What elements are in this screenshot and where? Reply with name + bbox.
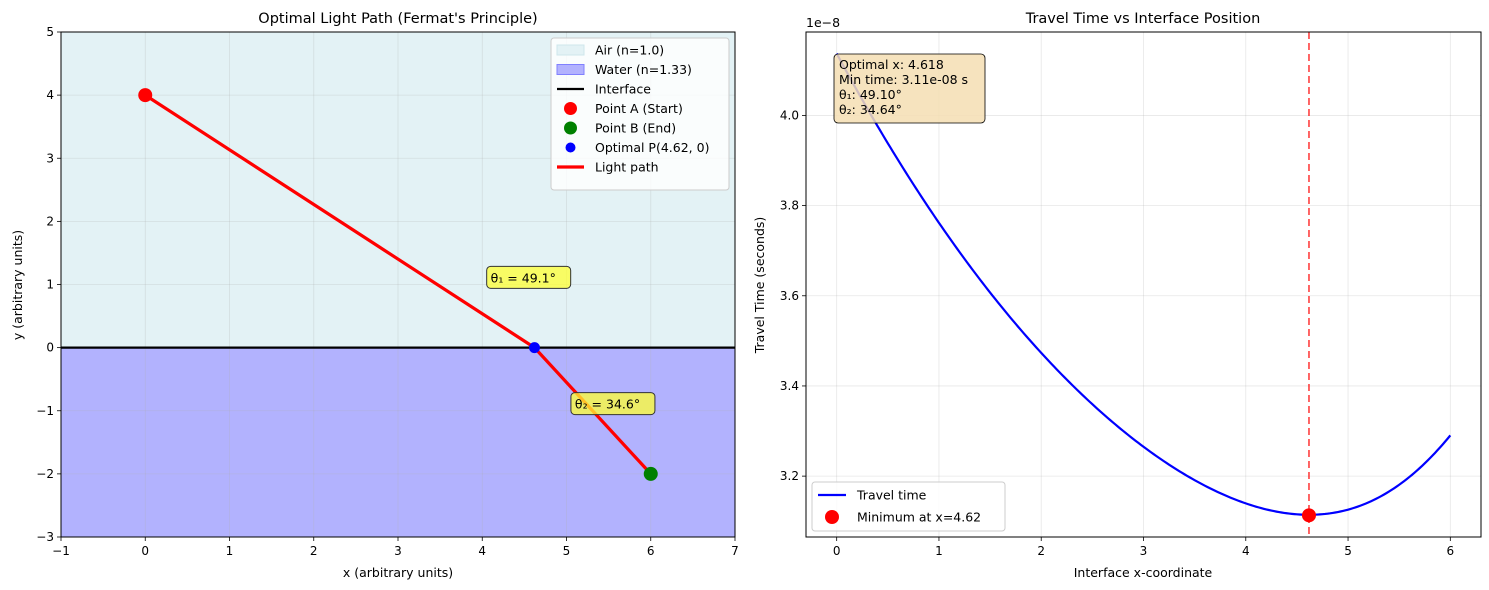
y-tick-label: 4.0	[780, 108, 799, 122]
chart-title: Optimal Light Path (Fermat's Principle)	[258, 11, 537, 27]
legend-item-air: Air (n=1.0)	[595, 43, 664, 58]
x-tick-label: 1	[935, 544, 943, 558]
minimum-marker	[1301, 508, 1316, 523]
offset-label: 1e−8	[806, 15, 840, 30]
y-tick-label: 4	[46, 88, 54, 102]
info-box-line: Optimal x: 4.618	[839, 57, 944, 72]
legend-item-point-b: Point B (End)	[595, 121, 676, 136]
optimal-point-marker	[528, 342, 540, 354]
chart-title: Travel Time vs Interface Position	[1025, 11, 1261, 27]
info-box-line: θ₁: 49.10°	[839, 87, 902, 102]
x-axis-label: x (arbitrary units)	[343, 565, 453, 580]
y-tick-label: −1	[36, 404, 54, 418]
y-tick-label: 5	[46, 25, 54, 39]
info-box-frame	[833, 53, 986, 124]
x-tick-label: 3	[394, 544, 402, 558]
legend-item-water: Water (n=1.33)	[595, 62, 692, 77]
x-tick-label: 5	[563, 544, 571, 558]
legend-item-minimum: Minimum at x=4.62	[857, 510, 981, 525]
legend-frame	[550, 37, 730, 191]
plot-frame	[805, 31, 1482, 538]
legend-frame	[811, 481, 1006, 532]
x-axis-label: Interface x-coordinate	[1074, 565, 1213, 580]
travel-time-chart: Travel Time vs Interface Position 1e−8 0…	[752, 11, 1482, 580]
point-a-marker	[138, 88, 153, 103]
y-tick-label: 3.4	[780, 379, 799, 393]
y-tick-label: 0	[46, 341, 54, 355]
x-axis-ticks: −1 0 1 2 3 4 5 6 7	[52, 537, 739, 558]
legend-item-point-a: Point A (Start)	[595, 101, 683, 116]
x-tick-label: 4	[1242, 544, 1250, 558]
x-tick-label: 2	[310, 544, 318, 558]
x-tick-label: 0	[833, 544, 841, 558]
plot-series	[61, 88, 735, 481]
y-tick-label: −3	[36, 530, 54, 544]
legend-item-optimal: Optimal P(4.62, 0)	[595, 140, 709, 155]
legend-item-travel-time: Travel time	[856, 488, 927, 503]
legend-item-point-a-swatch	[564, 102, 577, 115]
info-box-line: θ₂: 34.64°	[839, 102, 902, 117]
legend-minimum-swatch	[825, 510, 839, 524]
x-tick-label: 4	[478, 544, 486, 558]
legend: Air (n=1.0) Water (n=1.33) Interface Point …	[550, 37, 730, 191]
annotation-box	[570, 392, 656, 416]
x-tick-label: 1	[226, 544, 234, 558]
x-tick-label: 7	[731, 544, 739, 558]
y-tick-label: −2	[36, 467, 54, 481]
y-tick-label: 3.8	[780, 199, 799, 213]
x-tick-label: 6	[1446, 544, 1454, 558]
y-axis-label: Travel Time (seconds)	[752, 217, 767, 355]
travel-time-curve	[835, 53, 1452, 516]
legend-item-point-b-swatch	[564, 121, 577, 135]
legend-item-optimal-swatch	[565, 142, 576, 153]
legend-item-air-swatch	[556, 44, 585, 56]
point-b-marker	[643, 466, 658, 481]
y-tick-label: 1	[46, 278, 54, 292]
x-tick-label: 3	[1140, 544, 1148, 558]
y-axis-label: y (arbitrary units)	[10, 230, 25, 340]
y-tick-label: 2	[46, 214, 54, 228]
annotation-box	[486, 265, 572, 289]
y-axis-ticks: −3 −2 −1 0 1 2 3 4 5	[36, 25, 61, 544]
legend-item-interface: Interface	[595, 82, 651, 97]
y-axis-ticks: 3.2 3.4 3.6 3.8 4.0	[780, 108, 806, 483]
x-tick-label: 6	[647, 544, 655, 558]
x-tick-label: 2	[1037, 544, 1045, 558]
info-box-line: Min time: 3.11e-08 s	[839, 72, 968, 87]
light-path-chart: Optimal Light Path (Fermat's Principle) …	[10, 11, 739, 580]
x-axis-ticks: 0 1 2 3 4 5 6	[833, 537, 1454, 558]
angle-annotations: θ₁ = 49.1° θ₂ = 34.6°	[486, 265, 656, 416]
angle-annotation: θ₁ = 49.1°	[491, 270, 556, 285]
legend: Travel time Minimum at x=4.62	[811, 481, 1006, 532]
x-tick-label: 5	[1344, 544, 1352, 558]
angle-annotation: θ₂ = 34.6°	[575, 397, 640, 412]
plot-series	[835, 32, 1452, 537]
y-tick-label: 3.6	[780, 289, 799, 303]
legend-item-water-swatch	[556, 64, 585, 75]
legend-item-light-path: Light path	[595, 160, 659, 175]
y-tick-label: 3.2	[780, 469, 799, 483]
plot-frame	[60, 31, 736, 538]
x-tick-label: −1	[52, 544, 70, 558]
y-tick-label: 3	[46, 151, 54, 165]
x-tick-label: 0	[141, 544, 149, 558]
